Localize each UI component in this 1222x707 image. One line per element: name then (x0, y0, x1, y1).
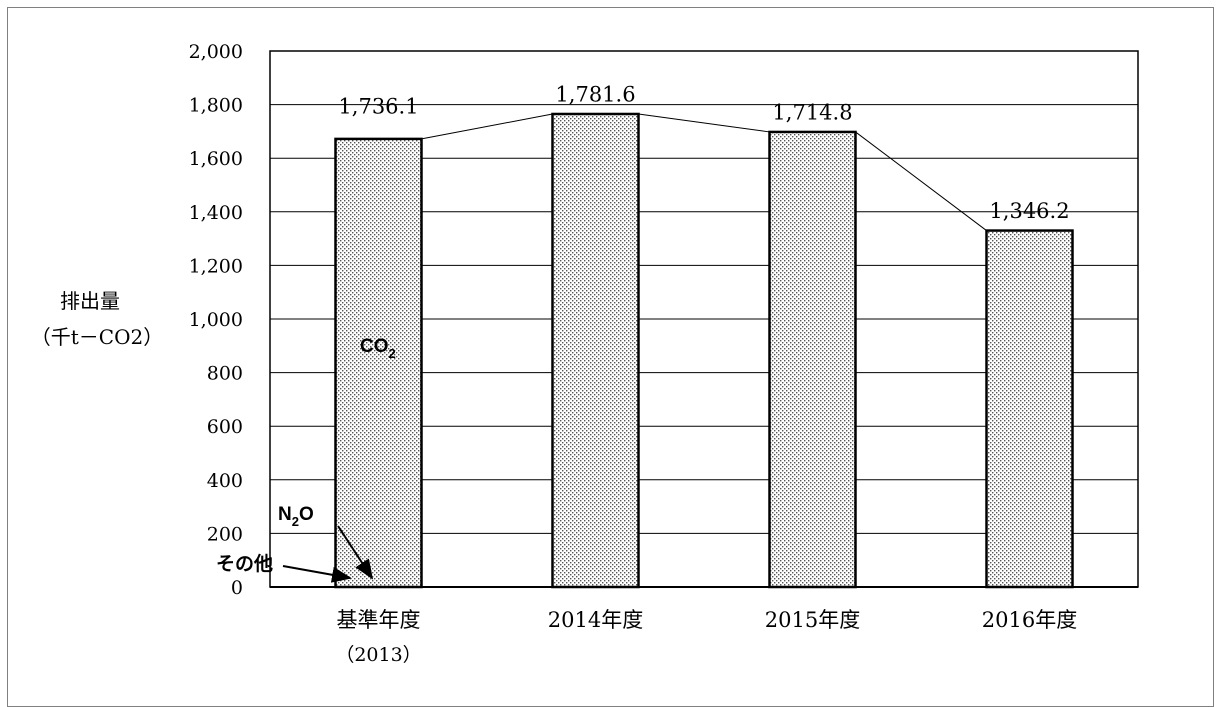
y-tick-labels: 0 200 400 600 800 1,000 1,200 1,400 1,600 1,800 2,… (189, 41, 243, 599)
x-tick-sublabel: （2013） (335, 644, 421, 666)
bar-co2 (768, 130, 857, 589)
y-tick-label: 0 (231, 577, 243, 599)
y-tick-label: 1,800 (189, 95, 243, 117)
y-tick-label: 200 (207, 523, 243, 545)
y-tick-label: 1,200 (189, 255, 243, 277)
total-line (421, 113, 987, 231)
n2o-annotation-sub: 2 (292, 514, 299, 529)
y-tick-label: 1,400 (189, 202, 243, 224)
co2-annotation-sub: 2 (389, 346, 396, 361)
y-tick-label: 1,000 (189, 309, 243, 331)
other-annotation: その他 (216, 552, 273, 575)
axes (269, 50, 1139, 588)
data-label-total: 1,781.6 (555, 83, 635, 107)
other-arrow (282, 565, 352, 583)
n2o-annotation: N2O (278, 504, 314, 529)
y-tick-label: 1,600 (189, 148, 243, 170)
n2o-annotation-end: O (299, 504, 314, 525)
y-tick-label: 400 (207, 470, 243, 492)
total-connector-line (855, 131, 987, 231)
y-tick-label: 800 (207, 363, 243, 385)
co2-annotation-main: CO (360, 336, 389, 357)
y-tick-label: 600 (207, 416, 243, 438)
x-tick-label: 2014年度 (548, 608, 643, 632)
y-axis-unit: （千t－CO2） (31, 325, 163, 349)
bar-chart: 0 200 400 600 800 1,000 1,200 1,400 1,600 1,800 2,… (31, 41, 1139, 666)
data-labels: 1,736.1 1,781.6 1,714.8 1,346.2 (338, 83, 1069, 224)
total-connector-line (421, 113, 553, 140)
y-axis-label: 排出量 (60, 289, 120, 313)
bar-co2 (551, 112, 640, 589)
x-tick-label: 基準年度 (337, 608, 421, 632)
data-label-total: 1,714.8 (772, 100, 852, 124)
n2o-arrow (337, 525, 374, 580)
co2-annotation: CO2 (360, 336, 396, 361)
bar-co2 (334, 137, 423, 589)
bar-co2 (985, 229, 1074, 589)
x-tick-label: 2016年度 (982, 608, 1077, 632)
y-tick-label: 2,000 (189, 41, 243, 63)
bars (334, 112, 1074, 589)
x-tick-label: 2015年度 (765, 608, 860, 632)
total-connector-line (638, 113, 770, 133)
data-label-total: 1,736.1 (338, 95, 418, 119)
n2o-annotation-main: N (278, 504, 292, 525)
data-label-total: 1,346.2 (989, 199, 1069, 223)
x-tick-labels: 基準年度 （2013） 2014年度 2015年度 2016年度 (335, 608, 1077, 666)
